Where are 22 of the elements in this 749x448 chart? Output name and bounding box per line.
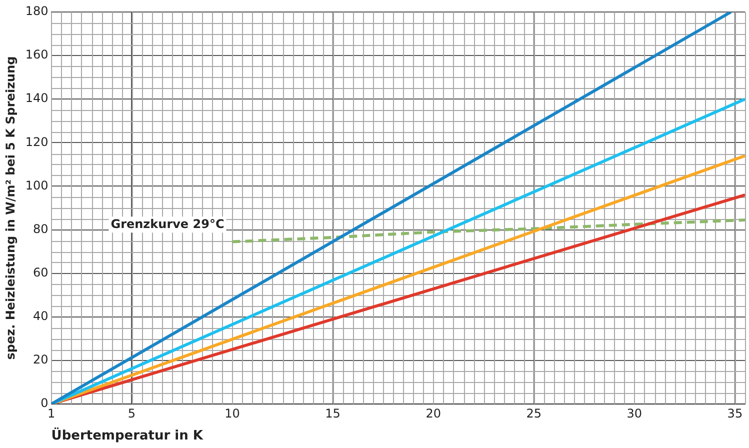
y-tick-label: 0 bbox=[40, 396, 48, 410]
x-tick-label: 20 bbox=[426, 406, 441, 420]
y-tick-label: 120 bbox=[25, 134, 48, 149]
x-tick-label: 35 bbox=[727, 406, 743, 420]
x-tick-label: 15 bbox=[325, 406, 340, 420]
x-tick-label: 10 bbox=[224, 406, 240, 420]
y-tick-label: 60 bbox=[33, 265, 48, 280]
y-tick-label: 160 bbox=[25, 48, 48, 62]
x-axis-title: Übertemperatur in K bbox=[51, 426, 204, 444]
y-tick-label: 140 bbox=[25, 91, 48, 106]
y-tick-label: 20 bbox=[33, 352, 48, 367]
x-tick-label: 5 bbox=[128, 406, 136, 420]
y-tick-label: 40 bbox=[33, 309, 48, 324]
x-tick-label: 25 bbox=[526, 406, 542, 420]
annotation: Grenzkurve 29°C bbox=[110, 216, 224, 231]
y-tick-label: 180 bbox=[25, 4, 48, 18]
y-tick-label: 100 bbox=[25, 178, 48, 192]
y-tick-label: 80 bbox=[33, 222, 48, 236]
line-series bbox=[230, 218, 745, 244]
y-axis-title: spez. Heizleistung in W/m² bei 5 K Spreizung bbox=[3, 56, 18, 360]
x-tick-label: 30 bbox=[626, 406, 642, 420]
x-tick-label: 1 bbox=[47, 406, 56, 420]
